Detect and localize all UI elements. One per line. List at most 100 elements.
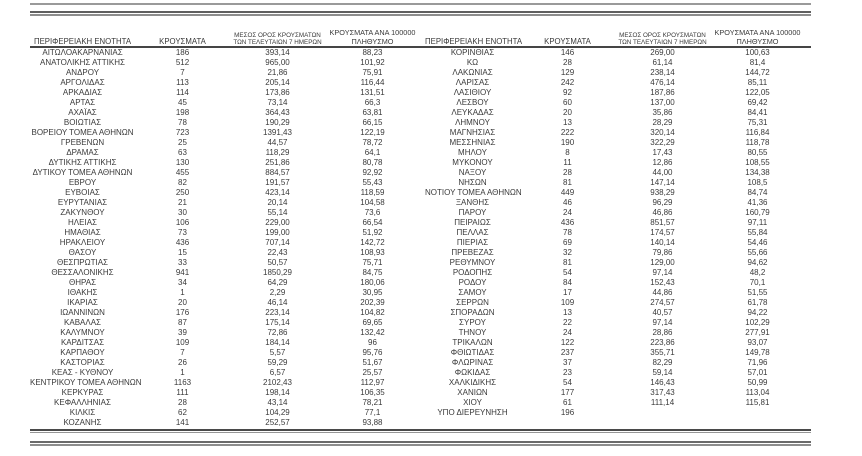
cases-value-cell: 11: [563, 158, 572, 167]
table-row: ΑΡΚΑΔΙΑΣ 114 173,86 131,51: [30, 88, 420, 98]
per-100k-value-cell: 96: [368, 338, 377, 347]
table-row: ΜΕΣΣΗΝΙΑΣ 190 322,29 118,78: [425, 138, 805, 148]
avg-7day-value-cell: 147,14: [650, 178, 675, 187]
per-100k-value-cell: 66,3: [364, 98, 381, 107]
cases-value-cell: 73: [178, 228, 187, 237]
column-header-7day-average-line2: ΤΩΝ ΤΕΛΕΥΤΑΙΩΝ 7 ΗΜΕΡΩΝ: [618, 38, 707, 46]
per-100k-value-cell: [710, 408, 805, 418]
region-name-cell: ΠΕΙΡΑΙΩΣ: [454, 218, 491, 227]
per-100k-value-cell: 106,35: [360, 388, 385, 397]
bottom-rule-outer: [30, 441, 811, 446]
table-row: ΛΑΚΩΝΙΑΣ 129 238,14 144,72: [425, 68, 805, 78]
avg-7day-value-cell: 64,29: [267, 278, 288, 287]
avg-7day-value-cell: 28,29: [652, 118, 673, 127]
per-100k-value-cell: 88,23: [362, 48, 383, 57]
region-name-cell: ΝΑΞΟΥ: [458, 168, 487, 177]
per-100k-value-cell: 55,43: [362, 178, 383, 187]
cases-value-cell: 81: [563, 178, 572, 187]
avg-7day-value-cell: [615, 408, 710, 418]
cases-value-cell: 39: [178, 328, 187, 337]
cases-value-cell: 106: [175, 218, 190, 227]
avg-7day-value-cell: 97,14: [652, 318, 673, 327]
table-row: ΘΗΡΑΣ 34 64,29 180,06: [30, 278, 420, 288]
column-header-per-100k: ΚΡΟΥΣΜΑΤΑ ΑΝΑ 100000 ΠΛΗΘΥΣΜΟ: [710, 28, 805, 48]
table-row: ΛΑΡΙΣΑΣ 242 476,14 85,11: [425, 78, 805, 88]
right-table: ΠΕΡΙΦΕΡΕΙΑΚΗ ΕΝΟΤΗΤΑ ΚΡΟΥΣΜΑΤΑ ΜΕΣΟΣ ΟΡΟ…: [425, 17, 805, 418]
per-100k-value-cell: 108,55: [745, 158, 770, 167]
table-row: ΚΕΦΑΛΛΗΝΙΑΣ 28 43,14 78,21: [30, 398, 420, 408]
avg-7day-value-cell: 44,57: [267, 138, 288, 147]
cases-value-cell: 54: [563, 268, 572, 277]
cases-value-cell: 46: [563, 198, 572, 207]
per-100k-value-cell: 93,07: [747, 338, 768, 347]
header-underline: [30, 46, 811, 48]
cases-value-cell: 37: [563, 358, 572, 367]
cases-value-cell: 7: [180, 348, 185, 357]
region-name-cell: ΡΟΔΟΥ: [458, 278, 487, 287]
region-name-cell: ΤΗΝΟΥ: [458, 328, 487, 337]
region-name-cell: ΚΑΒΑΛΑΣ: [64, 318, 101, 327]
avg-7day-value-cell: 965,00: [265, 58, 290, 67]
cases-value-cell: 92: [563, 88, 572, 97]
per-100k-value-cell: 51,55: [747, 288, 768, 297]
avg-7day-value-cell: 317,43: [650, 388, 675, 397]
region-name-cell: ΚΟΡΙΝΘΙΑΣ: [450, 48, 495, 57]
cases-value-cell: 30: [178, 208, 187, 217]
table-row: ΠΕΛΛΑΣ 78 174,57 55,84: [425, 228, 805, 238]
per-100k-value-cell: 54,46: [747, 238, 768, 247]
per-100k-value-cell: 64,1: [364, 148, 381, 157]
table-row: ΠΕΙΡΑΙΩΣ 436 851,57 97,11: [425, 218, 805, 228]
cases-value-cell: 198: [175, 108, 190, 117]
avg-7day-value-cell: 707,14: [265, 238, 290, 247]
region-name-cell: ΦΘΙΩΤΙΔΑΣ: [450, 348, 495, 357]
cases-value-cell: 512: [175, 58, 190, 67]
cases-value-cell: 78: [178, 118, 187, 127]
per-100k-value-cell: 75,71: [362, 258, 383, 267]
table-row: ΚΟΡΙΝΘΙΑΣ 146 269,00 100,63: [425, 48, 805, 58]
cases-value-cell: 122: [560, 338, 575, 347]
cases-value-cell: 87: [178, 318, 187, 327]
cases-value-cell: 455: [175, 168, 190, 177]
column-header-7day-average: ΜΕΣΟΣ ΟΡΟΣ ΚΡΟΥΣΜΑΤΩΝ ΤΩΝ ΤΕΛΕΥΤΑΙΩΝ 7 Η…: [230, 32, 325, 48]
region-name-cell: ΓΡΕΒΕΝΩΝ: [60, 138, 105, 147]
avg-7day-value-cell: 44,00: [652, 168, 673, 177]
cases-value-cell: 436: [560, 218, 575, 227]
region-name-cell: ΚΑΣΤΟΡΙΑΣ: [60, 358, 105, 367]
per-100k-value-cell: 66,15: [362, 118, 383, 127]
table-row: ΑΙΤΩΛΟΑΚΑΡΝΑΝΙΑΣ 186 393,14 88,23: [30, 48, 420, 58]
avg-7day-value-cell: 146,43: [650, 378, 675, 387]
per-100k-value-cell: 93,88: [362, 418, 383, 427]
table-row: ΗΜΑΘΙΑΣ 73 199,00 51,92: [30, 228, 420, 238]
per-100k-value-cell: 142,72: [360, 238, 385, 247]
per-100k-value-cell: 84,41: [747, 108, 768, 117]
cases-value-cell: 242: [560, 78, 575, 87]
avg-7day-value-cell: 355,71: [650, 348, 675, 357]
avg-7day-value-cell: 238,14: [650, 68, 675, 77]
table-row: ΠΡΕΒΕΖΑΣ 32 79,86 55,66: [425, 248, 805, 258]
per-100k-value-cell: 73,6: [364, 208, 381, 217]
column-header-7day-average-line1: ΜΕΣΟΣ ΟΡΟΣ ΚΡΟΥΣΜΑΤΩΝ: [619, 31, 706, 39]
region-name-cell: ΙΘΑΚΗΣ: [67, 288, 98, 297]
avg-7day-value-cell: 152,43: [650, 278, 675, 287]
cases-value-cell: 1: [180, 288, 185, 297]
per-100k-value-cell: 149,78: [745, 348, 770, 357]
table-row: ΒΟΙΩΤΙΑΣ 78 190,29 66,15: [30, 118, 420, 128]
table-row: ΜΗΛΟΥ 8 17,43 80,55: [425, 148, 805, 158]
avg-7day-value-cell: 61,14: [652, 58, 673, 67]
per-100k-value-cell: 70,1: [749, 278, 766, 287]
region-name-cell: ΝΗΣΩΝ: [458, 178, 487, 187]
region-name-cell: ΕΥΒΟΙΑΣ: [65, 188, 100, 197]
table-row: ΧΑΛΚΙΔΙΚΗΣ 54 146,43 50,99: [425, 378, 805, 388]
per-100k-value-cell: 25,57: [362, 368, 383, 377]
avg-7day-value-cell: 97,14: [652, 268, 673, 277]
per-100k-value-cell: 104,82: [360, 308, 385, 317]
region-name-cell: ΗΜΑΘΙΑΣ: [64, 228, 101, 237]
avg-7day-value-cell: 198,14: [265, 388, 290, 397]
bottom-rule-inner: [30, 429, 811, 433]
avg-7day-value-cell: 229,00: [265, 218, 290, 227]
region-name-cell: ΕΥΡΥΤΑΝΙΑΣ: [57, 198, 108, 207]
region-name-cell: ΔΥΤΙΚΟΥ ΤΟΜΕΑ ΑΘΗΝΩΝ: [32, 168, 133, 177]
region-name-cell: ΚΕΡΚΥΡΑΣ: [61, 388, 104, 397]
cases-value-cell: 24: [563, 328, 572, 337]
avg-7day-value-cell: 223,14: [265, 308, 290, 317]
